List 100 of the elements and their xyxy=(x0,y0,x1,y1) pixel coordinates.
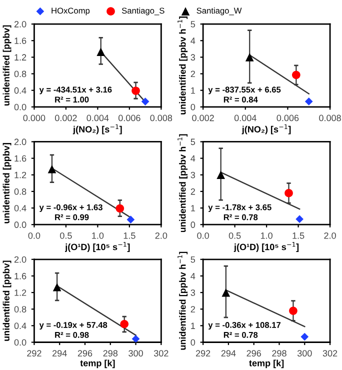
legend-label: Santiago_W xyxy=(196,8,242,16)
point xyxy=(48,164,56,174)
y-tick-label: 5 xyxy=(190,21,196,28)
y-tick-label: 0.4 xyxy=(14,204,26,212)
y-tick-label: 0 xyxy=(190,104,196,110)
point xyxy=(300,332,309,341)
x-tick-label: 0.002 xyxy=(192,114,214,122)
x-tick-label: 302 xyxy=(322,350,338,357)
y-tick-label: 4 xyxy=(190,38,196,44)
x-tick-label: 0.008 xyxy=(150,114,172,122)
y-tick-label: 0.0 xyxy=(14,339,26,346)
legend-label: HOxComp xyxy=(52,8,90,16)
annotation: y = -0.36x + 108.17 xyxy=(208,322,281,330)
y-tick-label: 3 xyxy=(190,54,196,61)
point xyxy=(52,282,62,292)
x-tick-label: 1.0 xyxy=(260,232,272,239)
legend-label: Santiago_S xyxy=(122,8,164,16)
y-tick-label: 1 xyxy=(191,87,195,94)
x-axis-title: j(NO₂) [s$^{−1}$] xyxy=(242,124,291,134)
point xyxy=(304,98,313,106)
y-tick-label: 0.4 xyxy=(14,322,26,330)
annotation: y = -837.55x + 6.65 xyxy=(208,86,281,94)
x-tick-label: 0.006 xyxy=(118,114,140,122)
point xyxy=(116,204,124,213)
y-tick-label: 0 xyxy=(190,222,196,228)
x-axis-title: j(O¹D) [10⁵ s$^{−1}$] xyxy=(64,242,130,252)
y-axis-title: unidentified [ppbv] xyxy=(2,25,12,106)
annotation: y = -0.96x + 1.63 xyxy=(39,204,102,212)
annotation: R² = 0.78 xyxy=(224,332,258,338)
y-tick-label: 3 xyxy=(190,172,196,178)
y-axis-title: unidentified [ppbv h$^{−1}$] xyxy=(178,252,188,350)
y-tick-label: 2 xyxy=(190,188,195,195)
y-tick-label: 2 xyxy=(190,306,195,312)
x-tick-label: 1.0 xyxy=(92,232,104,239)
y-tick-label: 1 xyxy=(191,322,195,329)
x-tick-label: 294 xyxy=(221,350,236,357)
annotation: y = -434.51x + 3.16 xyxy=(39,86,112,94)
y-tick-label: 1.6 xyxy=(14,155,26,162)
point xyxy=(120,320,129,328)
x-tick-label: 0.5 xyxy=(228,232,241,239)
x-tick-label: 300 xyxy=(297,350,312,357)
x-tick-label: 298 xyxy=(272,350,286,357)
y-tick-label: 4 xyxy=(190,155,196,162)
annotation: R² = 1.00 xyxy=(55,96,89,103)
x-tick-label: 292 xyxy=(27,350,42,357)
y-tick-label: 0.8 xyxy=(14,306,26,312)
y-tick-label: 0.0 xyxy=(14,104,26,110)
x-tick-label: 0.006 xyxy=(276,114,299,122)
y-tick-label: 1.6 xyxy=(14,272,26,280)
x-tick-label: 296 xyxy=(246,350,261,357)
point xyxy=(284,188,293,198)
annotation: R² = 0.84 xyxy=(224,96,258,103)
x-tick-label: 0.008 xyxy=(319,114,341,122)
y-tick-label: 5 xyxy=(190,138,196,146)
y-tick-label: 4 xyxy=(190,273,196,280)
y-tick-label: 0.0 xyxy=(14,222,26,228)
x-tick-label: 0.0 xyxy=(28,232,40,239)
y-axis-title: unidentified [ppbv h$^{−1}$] xyxy=(178,134,188,232)
y-tick-label: 5 xyxy=(190,256,196,263)
point xyxy=(222,288,230,297)
point xyxy=(296,215,304,224)
y-tick-label: 0 xyxy=(190,339,196,346)
point xyxy=(141,98,150,106)
x-tick-label: 298 xyxy=(103,350,118,357)
x-tick-label: 2.0 xyxy=(324,232,336,239)
x-tick-label: 1.5 xyxy=(292,232,304,239)
y-tick-label: 1.2 xyxy=(14,54,26,60)
point xyxy=(245,53,254,62)
x-tick-label: 292 xyxy=(196,350,210,357)
x-tick-label: 294 xyxy=(52,350,67,357)
x-tick-label: 0.5 xyxy=(60,232,72,239)
point xyxy=(216,170,226,180)
y-axis-title: unidentified [ppbv] xyxy=(2,260,12,341)
y-tick-label: 1.6 xyxy=(14,38,26,44)
y-axis-title: unidentified [ppbv] xyxy=(2,143,12,224)
y-tick-label: 2 xyxy=(190,70,195,78)
x-axis-title: j(NO₂) [s$^{−1}$] xyxy=(72,124,122,134)
point xyxy=(132,86,140,95)
y-tick-label: 1.2 xyxy=(14,290,26,296)
x-axis-title: temp [k] xyxy=(249,360,284,368)
point xyxy=(292,70,300,80)
x-axis-title: temp [k] xyxy=(80,360,115,368)
y-tick-label: 1 xyxy=(191,205,195,212)
y-tick-label: 0.8 xyxy=(14,70,26,78)
y-axis-title: unidentified [ppbv h$^{−1}$] xyxy=(178,16,188,114)
y-tick-label: 3 xyxy=(190,290,196,296)
x-tick-label: 296 xyxy=(78,350,92,357)
x-axis-title: j(O¹D) [10⁵ s$^{−1}$] xyxy=(234,242,299,252)
x-tick-label: 302 xyxy=(154,350,168,357)
y-tick-label: 0.8 xyxy=(14,188,26,195)
point xyxy=(126,216,135,224)
annotation: R² = 0.99 xyxy=(55,214,89,220)
y-tick-label: 0.4 xyxy=(14,87,26,94)
point xyxy=(289,306,298,315)
x-tick-label: 2.0 xyxy=(155,232,168,239)
annotation: R² = 0.98 xyxy=(55,332,89,338)
annotation: R² = 0.78 xyxy=(224,214,258,220)
y-tick-label: 2.0 xyxy=(14,256,26,263)
x-tick-label: 0.004 xyxy=(234,114,256,122)
x-tick-label: 0.0 xyxy=(197,232,209,239)
